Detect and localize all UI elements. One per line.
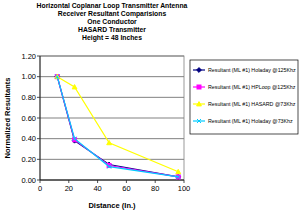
legend-label: Resultant (ML #1) HPLoop @125Khz — [208, 84, 296, 90]
marker — [107, 165, 111, 169]
title: HASARD Transmitter — [78, 26, 146, 33]
tick — [37, 138, 40, 139]
tick — [155, 180, 156, 183]
title: One Conductor — [87, 18, 137, 25]
tick-label: 0 — [38, 184, 42, 193]
grid-line — [40, 138, 184, 139]
series-line — [57, 77, 178, 172]
tick-label: 40 — [93, 184, 101, 193]
chart: Horizontal Coplanar Loop Transmitter Ant… — [0, 0, 300, 215]
marker — [107, 140, 112, 144]
tick-label: 0.60 — [21, 114, 36, 123]
legend-label: Resultant (ML #1) Holaday @125Khz — [208, 67, 296, 73]
grid-line — [40, 118, 184, 119]
legend-box — [190, 60, 298, 134]
marker — [197, 102, 202, 106]
tick — [126, 180, 127, 183]
tick — [37, 76, 40, 77]
tick — [68, 180, 69, 183]
tick — [40, 180, 41, 183]
marker — [55, 75, 59, 79]
grid-line — [40, 97, 184, 98]
tick-label: 20 — [65, 184, 73, 193]
plot-frame — [40, 56, 184, 180]
x-axis-label: Distance (In.) — [88, 201, 136, 210]
tick-label: 0.20 — [21, 155, 36, 164]
y-axis-label: Normalized Resultants — [3, 78, 12, 159]
grid-line — [40, 180, 184, 181]
marker — [197, 119, 201, 123]
grid-line — [40, 159, 184, 160]
title: Height = 48 Inches — [82, 34, 142, 42]
series-group — [55, 74, 181, 179]
tick-label: 1.20 — [21, 52, 36, 61]
marker — [176, 169, 181, 173]
tick-label: 60 — [122, 184, 130, 193]
tick-label: 80 — [151, 184, 159, 193]
title: Horizontal Coplanar Loop Transmitter Ant… — [37, 2, 188, 10]
tick-label: 0.40 — [21, 134, 36, 143]
tick — [184, 180, 185, 183]
y-axis — [40, 56, 41, 180]
legend: Resultant (ML #1) Holaday @125Khz Resulta… — [190, 60, 298, 134]
series-line — [57, 77, 178, 177]
series-line — [57, 77, 178, 177]
legend-label: Resultant (ML #1) HASARD @73Khz — [208, 101, 296, 107]
marker — [72, 85, 77, 89]
series-line — [57, 77, 178, 177]
marker — [197, 85, 201, 89]
tick — [37, 97, 40, 98]
tick-label: 1.00 — [21, 72, 36, 81]
tick-label: 0.00 — [21, 176, 36, 185]
tick — [37, 118, 40, 119]
tick — [37, 56, 40, 57]
tick — [37, 159, 40, 160]
title: Receiver Resultant Comparisions — [58, 10, 167, 18]
legend-label: Resultant (ML #1) Holaday @73Khz — [208, 118, 293, 124]
grid-line — [40, 76, 184, 77]
tick-label: 100 — [178, 184, 191, 193]
x-axis — [40, 180, 184, 181]
marker — [197, 68, 202, 73]
plot-area — [40, 56, 184, 180]
marker — [176, 175, 180, 179]
tick-label: 0.80 — [21, 93, 36, 102]
marker — [73, 137, 77, 141]
tick — [37, 180, 40, 181]
tick — [97, 180, 98, 183]
